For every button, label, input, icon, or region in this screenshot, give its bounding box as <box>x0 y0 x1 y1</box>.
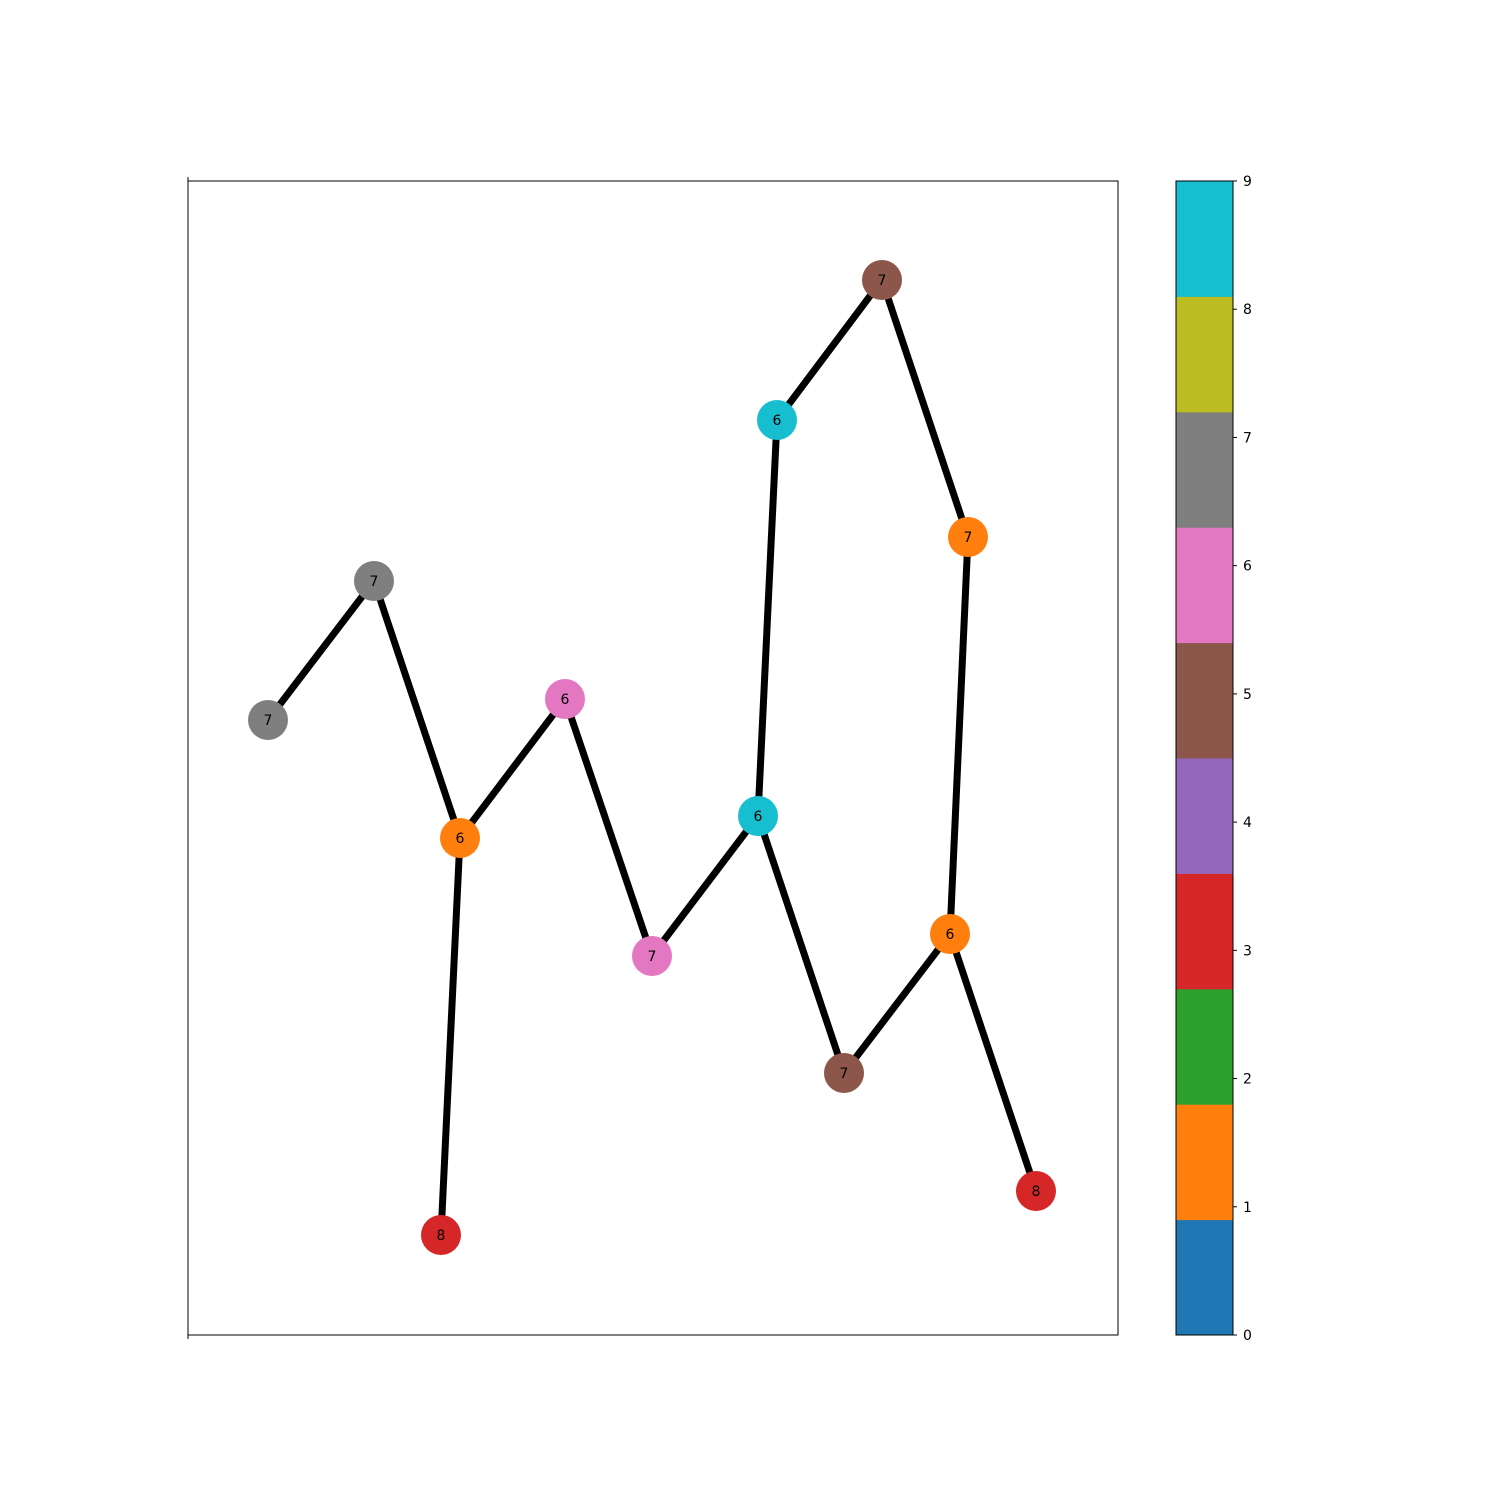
colorbar: 0 1 2 3 4 5 6 7 8 9 <box>1175 174 1252 1344</box>
colorbar-segment <box>1176 758 1233 874</box>
colorbar-segment <box>1176 296 1233 413</box>
graph-node: 6 <box>738 796 778 836</box>
node-label: 6 <box>946 927 955 943</box>
graph-edge <box>946 536 972 935</box>
node-label: 7 <box>648 949 657 965</box>
node-marker <box>930 914 970 954</box>
graph-edge <box>370 579 464 840</box>
colorbar-tick-label: 4 <box>1243 815 1252 831</box>
graph-edge <box>841 931 953 1076</box>
node-label: 7 <box>370 574 379 590</box>
graph-node: 7 <box>248 700 288 740</box>
graph-node: 7 <box>948 517 988 557</box>
graph-edge <box>878 278 972 539</box>
graph-edge <box>561 697 656 958</box>
colorbar-segment <box>1176 527 1233 644</box>
graph-edge <box>265 578 377 723</box>
graph-node: 7 <box>824 1053 864 1093</box>
graph-edge <box>457 696 568 841</box>
colorbar-tick-label: 5 <box>1243 687 1252 703</box>
graph-node: 7 <box>862 260 902 300</box>
colorbar-tick-label: 6 <box>1243 559 1252 575</box>
node-label: 8 <box>1032 1184 1041 1200</box>
graph-node: 7 <box>632 936 672 976</box>
graph-edge <box>754 814 848 1075</box>
node-marker <box>545 679 585 719</box>
node-label: 6 <box>754 809 763 825</box>
node-marker <box>948 517 988 557</box>
colorbar-segment <box>1176 873 1233 990</box>
node-marker <box>824 1053 864 1093</box>
node-marker <box>440 818 480 858</box>
graph-edge <box>946 932 1040 1193</box>
node-label: 6 <box>456 831 465 847</box>
colorbar-tick-label: 7 <box>1243 430 1252 446</box>
graph-node: 6 <box>757 400 797 440</box>
colorbar-segment <box>1176 1219 1233 1336</box>
node-label: 7 <box>840 1066 849 1082</box>
colorbar-tick-label: 0 <box>1243 1328 1252 1344</box>
graph-edge <box>649 813 761 959</box>
graph-node: 6 <box>440 818 480 858</box>
node-label: 7 <box>964 530 973 546</box>
node-marker <box>738 796 778 836</box>
graph-node: 6 <box>545 679 585 719</box>
colorbar-segment <box>1176 1104 1233 1221</box>
graph-node: 8 <box>1016 1171 1056 1211</box>
node-marker <box>248 700 288 740</box>
colorbar-segment <box>1176 181 1233 297</box>
graph-node: 7 <box>354 561 394 601</box>
node-label: 8 <box>437 1228 446 1244</box>
colorbar-segment <box>1176 411 1233 528</box>
axes-frame <box>187 180 1119 1336</box>
graph-node: 6 <box>930 914 970 954</box>
graph-nodes: 7 7 6 8 6 7 6 6 7 7 6 7 8 <box>248 260 1056 1255</box>
colorbar-tick-label: 8 <box>1243 302 1252 318</box>
colorbar-tick-label: 2 <box>1243 1072 1252 1088</box>
colorbar-tick-label: 9 <box>1243 174 1252 190</box>
colorbar-tick-label: 3 <box>1243 943 1252 959</box>
node-marker <box>757 400 797 440</box>
graph-edge <box>437 837 464 1236</box>
graph-node: 8 <box>421 1215 461 1255</box>
node-marker <box>632 936 672 976</box>
node-marker <box>862 260 902 300</box>
colorbar-segment <box>1176 642 1233 759</box>
node-marker <box>1016 1171 1056 1211</box>
node-label: 6 <box>773 413 782 429</box>
graph-edge <box>754 419 781 817</box>
node-label: 7 <box>878 273 887 289</box>
colorbar-frame <box>1175 180 1234 1336</box>
colorbar-segment <box>1176 988 1233 1105</box>
graph-edges <box>265 277 1040 1236</box>
colorbar-tick-label: 1 <box>1243 1200 1252 1216</box>
node-label: 7 <box>264 713 273 729</box>
node-marker <box>421 1215 461 1255</box>
graph-edge <box>774 277 885 423</box>
node-label: 6 <box>561 692 570 708</box>
node-marker <box>354 561 394 601</box>
